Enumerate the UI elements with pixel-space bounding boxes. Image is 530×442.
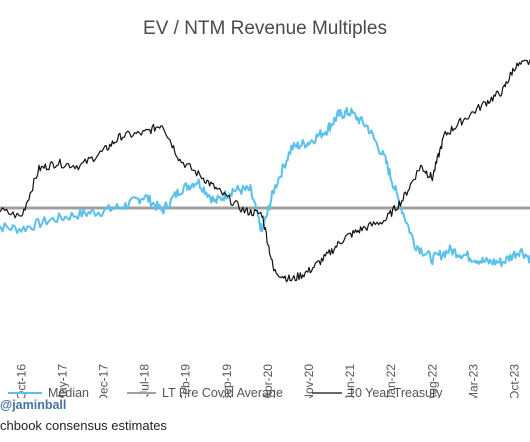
series-line-10-year-treasury [0,58,530,283]
x-tick-label: Apr-20 [261,364,275,398]
legend-label: Median [48,386,89,398]
x-tick-label: Jun-21 [343,364,357,398]
series-line-median [0,107,530,268]
x-tick-label: Dec-17 [97,364,111,398]
x-tick-label: Mar-23 [466,364,480,398]
line-chart: Oct-16 May-17 Dec-17 Jul-18 Feb-19 Sep-19 Apr-… [0,58,530,398]
x-tick-label: Feb-19 [179,364,193,398]
x-tick-label: Oct-23 [508,364,522,398]
legend: Median LT Pre Covid Average 10 Year Treasu… [8,386,443,398]
x-tick-label: Aug-22 [425,364,439,398]
x-tick-label: Jul-18 [138,364,152,397]
x-tick-label: Oct-16 [14,364,28,398]
author-handle: @jaminball [0,398,67,412]
legend-label: LT Pre Covid Average [162,386,283,398]
chart-title: EV / NTM Revenue Multiples [143,18,387,39]
x-axis: Oct-16 May-17 Dec-17 Jul-18 Feb-19 Sep-19 Apr-… [14,364,521,398]
x-tick-label: May-17 [56,364,70,398]
source-footnote: chbook consensus estimates [0,418,167,433]
x-tick-label: Nov-20 [302,364,316,398]
legend-label: 10 Year Treasury [348,386,443,398]
x-tick-label: Jan-22 [384,364,398,398]
series-layer [0,58,530,283]
x-tick-label: Sep-19 [220,364,234,398]
